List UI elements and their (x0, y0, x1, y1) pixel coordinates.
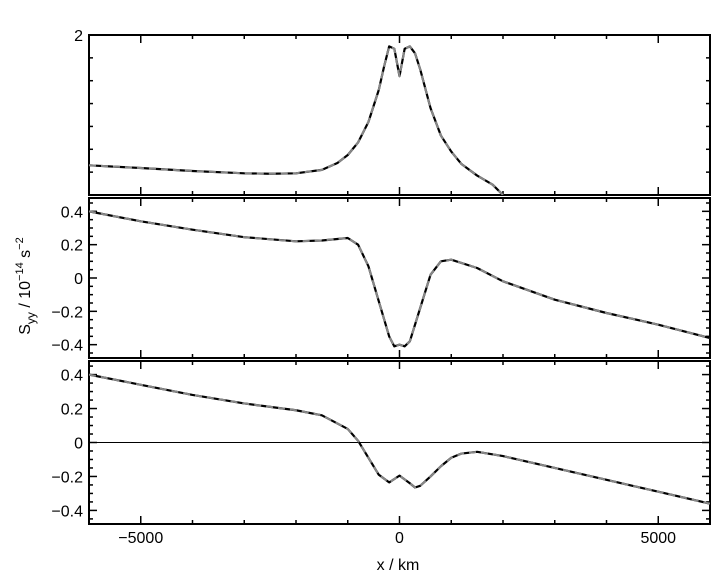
series-group (89, 373, 710, 505)
panel-middle: 0.4 0.2 0 −0.2 −0.4 (51, 197, 711, 359)
y-axis-label-main: S (17, 324, 34, 335)
chart-panels: 2 0.4 0.2 0 −0.2 −0.4 0.4 0.2 0 −0.2 −0.4 −5000 0 500… (51, 28, 711, 547)
series-line-solid (89, 210, 710, 348)
x-tick-label: 5000 (640, 530, 676, 547)
y-tick-label: 0 (74, 436, 83, 453)
panel-bottom: 0.4 0.2 0 −0.2 −0.4 −5000 0 5000 (51, 360, 711, 547)
y-tick-label: 2 (74, 28, 83, 45)
y-axis-label-mid: / 10 (17, 281, 34, 312)
y-tick-label: −0.4 (51, 338, 83, 355)
series-line-dashed (89, 210, 710, 348)
x-axis-label: x / km (377, 557, 420, 574)
panel-frame (88, 197, 711, 359)
y-axis-label-sub: yy (24, 312, 38, 324)
y-tick-label: 0.2 (61, 238, 83, 255)
y-tick-label: −0.2 (51, 469, 83, 486)
y-axis-label-unit: s (17, 250, 34, 262)
x-tick-label: 0 (395, 530, 404, 547)
series-line-dashed (89, 373, 710, 505)
x-tick-label: −5000 (118, 530, 163, 547)
y-tick-label: −0.2 (51, 304, 83, 321)
y-axis-label-exp2: −2 (14, 237, 26, 250)
series-group (89, 45, 504, 195)
y-tick-label: 0.2 (61, 402, 83, 419)
y-tick-label: 0.4 (61, 368, 83, 385)
series-line-solid (89, 373, 710, 505)
y-axis-label: Syy / 10−14 s−2 (14, 237, 38, 334)
y-tick-label: 0 (74, 271, 83, 288)
y-tick-label: −0.4 (51, 503, 83, 520)
y-axis-label-exp1: −14 (14, 262, 26, 281)
series-line-dashed (89, 45, 504, 195)
series-group (89, 210, 710, 348)
panel-top: 2 (74, 28, 711, 196)
y-tick-label: 0.4 (61, 204, 83, 221)
